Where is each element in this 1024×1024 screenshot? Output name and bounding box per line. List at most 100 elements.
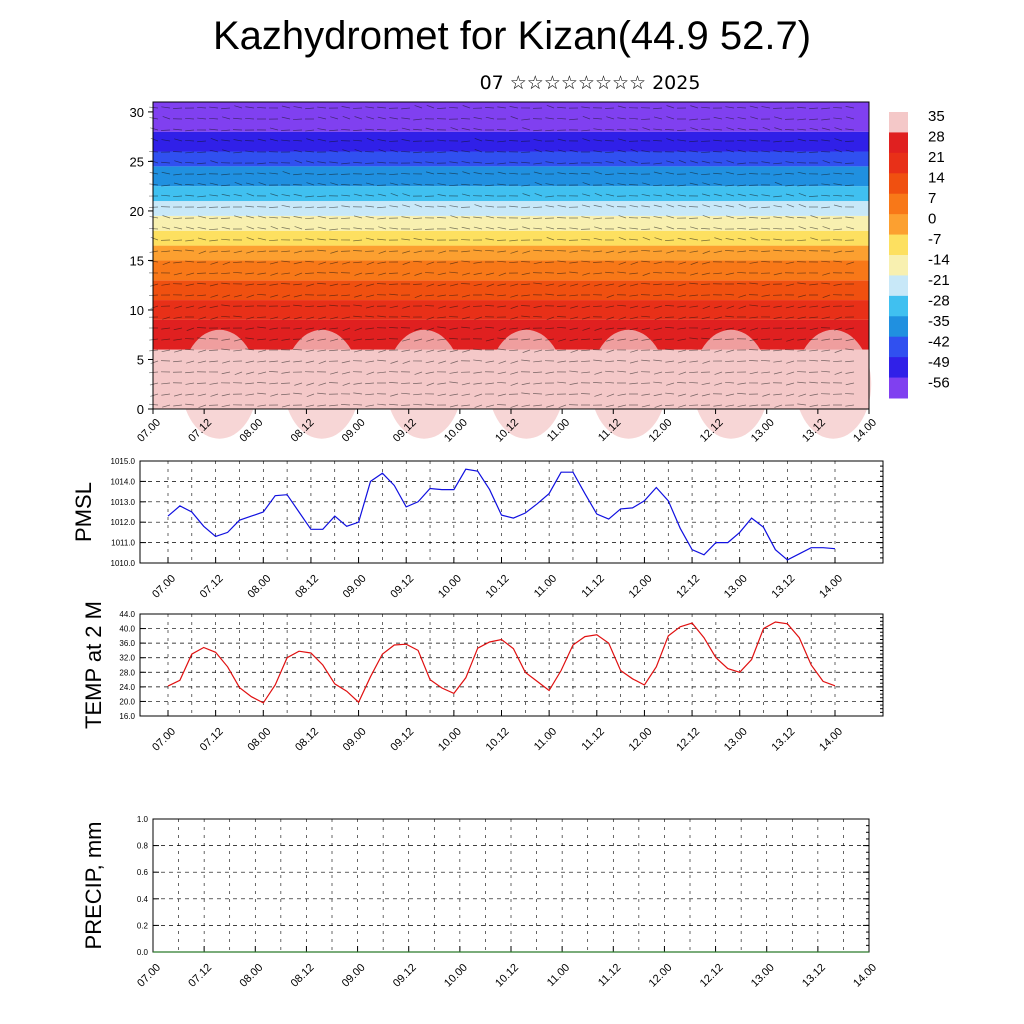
wind-barb — [365, 106, 375, 109]
wind-barb — [306, 138, 315, 142]
wind-barb — [510, 404, 519, 408]
wind-barb — [185, 348, 195, 351]
temp-2m-x-tick-label: 13.00 — [722, 726, 750, 754]
wind-barb — [401, 139, 411, 142]
wind-barb — [738, 294, 747, 298]
wind-barb — [569, 118, 579, 121]
wind-barb — [653, 261, 663, 265]
wind-barb — [797, 381, 807, 384]
wind-barb — [270, 272, 279, 276]
wind-barb — [437, 107, 447, 109]
wind-barb — [798, 203, 807, 208]
temp-2m-x-tick-label: 08.00 — [245, 726, 273, 754]
wind-barb — [257, 326, 267, 329]
wind-barb — [569, 382, 579, 385]
wind-barb — [629, 382, 639, 385]
wind-barb — [750, 237, 759, 241]
wind-barb — [617, 393, 627, 396]
wind-barb — [569, 360, 579, 363]
wind-barb — [545, 205, 555, 208]
wind-barb — [485, 305, 495, 307]
wind-barb — [305, 272, 315, 274]
temp-2m-y-tick-label: 24.0 — [119, 683, 135, 692]
wind-barb — [485, 139, 495, 142]
wind-barb — [558, 283, 567, 287]
colorbar-swatch — [889, 173, 908, 195]
temp-2m-x-tick-label: 09.12 — [388, 726, 416, 754]
wind-barb — [209, 382, 219, 385]
wind-barb — [845, 184, 855, 186]
temp-2m-y-tick-label: 44.0 — [119, 610, 135, 619]
wind-barb — [161, 171, 171, 175]
wind-barb — [606, 204, 615, 208]
wind-barb — [833, 107, 843, 109]
wind-barb — [281, 393, 291, 396]
wind-barb — [821, 282, 831, 285]
wind-barb — [185, 161, 195, 164]
wind-barb — [629, 272, 639, 275]
wind-barb — [294, 159, 303, 164]
wind-barb — [329, 150, 339, 153]
wind-barb — [845, 172, 855, 175]
wind-barb — [630, 160, 639, 164]
wind-barb — [233, 271, 243, 274]
wind-barb — [197, 173, 207, 175]
colorbar-label: 35 — [928, 108, 945, 125]
wind-barb — [401, 216, 411, 219]
wind-barb — [293, 149, 303, 153]
wind-barb — [641, 260, 651, 263]
wind-barb — [437, 294, 447, 297]
wind-barb — [665, 193, 675, 197]
wind-barb — [473, 216, 483, 219]
wind-barb — [821, 370, 831, 373]
wind-barb — [149, 151, 159, 153]
wind-barb — [258, 349, 267, 353]
wind-barb — [389, 227, 399, 230]
wind-barb — [534, 349, 543, 353]
wind-barb — [461, 140, 471, 143]
temp-2m-x-tick-label: 12.12 — [674, 726, 702, 754]
wind-barb — [846, 226, 855, 230]
wind-barb — [665, 171, 675, 175]
wind-barb — [570, 283, 579, 287]
wind-barb — [726, 215, 735, 219]
wind-barb — [737, 250, 747, 253]
wind-barb — [546, 404, 555, 408]
wind-barb — [593, 161, 603, 164]
wind-barb — [809, 349, 819, 352]
wind-barb — [821, 194, 831, 197]
precip-x-tick-label: 08.00 — [237, 962, 265, 990]
wind-barb — [653, 226, 663, 230]
wind-barb — [425, 161, 435, 164]
wind-barb — [521, 272, 531, 276]
wind-barb — [281, 404, 291, 408]
wind-barb — [821, 127, 831, 131]
wind-barb — [257, 360, 267, 363]
wind-barb — [281, 260, 291, 263]
wind-barb — [257, 316, 267, 318]
wind-barb — [761, 294, 771, 297]
wind-barb — [750, 116, 759, 120]
wind-barb — [677, 294, 687, 298]
wind-barb — [414, 272, 423, 276]
wind-barb — [437, 338, 447, 341]
wind-barb — [173, 182, 183, 186]
wind-barb — [329, 238, 339, 241]
wind-barb — [689, 238, 699, 241]
wind-barb — [306, 393, 315, 398]
wind-barb — [785, 250, 795, 252]
wind-barb — [317, 226, 327, 230]
wind-barb — [713, 161, 723, 164]
wind-barb — [437, 326, 447, 329]
wind-barb — [713, 338, 723, 341]
wind-barb — [221, 107, 231, 110]
wind-barb — [341, 316, 351, 320]
wind-barb — [365, 283, 375, 287]
wind-barb — [653, 272, 663, 274]
wind-barb — [474, 316, 483, 320]
wind-barb — [341, 404, 351, 406]
wind-barb — [677, 382, 687, 384]
wind-barb — [353, 261, 363, 264]
wind-barb — [497, 239, 507, 241]
wind-barb — [293, 173, 303, 176]
